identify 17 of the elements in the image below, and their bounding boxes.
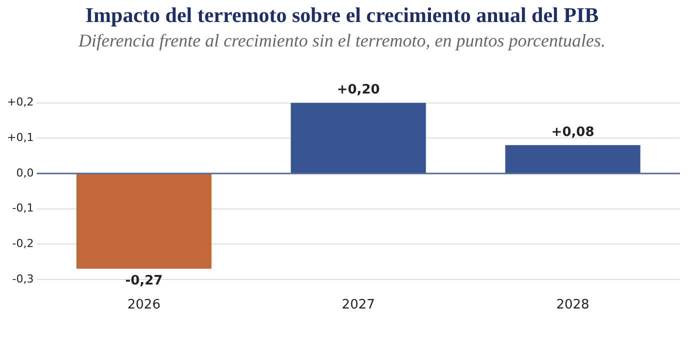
chart-title: Impacto del terremoto sobre el crecimiento anual del PIB <box>85 3 599 28</box>
data-label: +0,08 <box>551 125 594 140</box>
data-label: +0,20 <box>336 82 380 98</box>
y-tick-label: +0,1 <box>6 130 34 144</box>
y-tick-label: -0,2 <box>12 236 34 250</box>
x-tick-label: 2028 <box>556 298 590 313</box>
bar <box>76 174 212 269</box>
data-label: -0,27 <box>125 274 163 289</box>
bar <box>290 102 426 173</box>
bar <box>505 145 640 173</box>
y-tick-label: -0,3 <box>12 272 34 286</box>
chart-subtitle: Diferencia frente al crecimiento sin el terremoto, en puntos porcentuales. <box>77 30 606 51</box>
x-tick-label: 2027 <box>342 298 375 313</box>
y-tick-label: 0,0 <box>16 166 34 180</box>
y-tick-label: -0,1 <box>12 202 34 215</box>
y-tick-label: +0,2 <box>6 96 34 109</box>
x-tick-label: 2026 <box>127 298 160 313</box>
